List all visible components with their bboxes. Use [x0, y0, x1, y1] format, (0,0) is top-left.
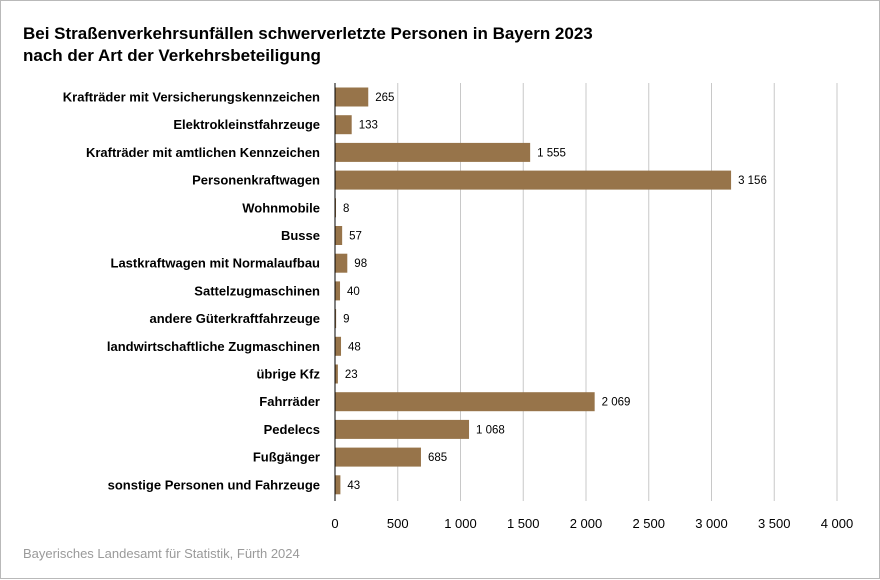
- x-tick-label: 3 500: [758, 516, 791, 531]
- bar: [335, 87, 369, 107]
- category-label: andere Güterkraftfahrzeuge: [150, 311, 321, 326]
- category-label: Elektrokleinstfahrzeuge: [173, 117, 320, 132]
- bar: [335, 281, 341, 301]
- value-label: 48: [348, 341, 361, 353]
- category-label: Personenkraftwagen: [192, 173, 320, 188]
- chart-title-line1: Bei Straßenverkehrsunfällen schwerverlet…: [23, 24, 593, 43]
- value-label: 23: [345, 369, 358, 381]
- value-label: 265: [375, 92, 394, 104]
- value-label: 57: [349, 231, 362, 243]
- bar: [335, 336, 342, 356]
- value-label: 43: [347, 480, 360, 492]
- value-label: 3 156: [738, 175, 767, 187]
- category-label: Fußgänger: [253, 450, 320, 465]
- bar: [335, 170, 732, 190]
- category-label: Lastkraftwagen mit Normalaufbau: [111, 256, 321, 271]
- bar: [335, 447, 421, 467]
- x-tick-label: 0: [331, 516, 338, 531]
- bar: [335, 364, 338, 384]
- x-tick-label: 1 500: [507, 516, 540, 531]
- bar: [335, 392, 595, 412]
- bar: [335, 253, 348, 273]
- x-tick-label: 500: [387, 516, 409, 531]
- category-label: Sattelzugmaschinen: [194, 283, 320, 298]
- value-label: 1 068: [476, 424, 505, 436]
- category-label: landwirtschaftliche Zugmaschinen: [107, 339, 320, 354]
- value-label: 98: [354, 258, 367, 270]
- bar: [335, 475, 341, 495]
- category-label: Krafträder mit amtlichen Kennzeichen: [86, 145, 320, 160]
- category-label: Wohnmobile: [242, 200, 320, 215]
- category-label: Busse: [281, 228, 320, 243]
- category-label: Fahrräder: [259, 394, 320, 409]
- bar: [335, 309, 337, 329]
- x-tick-label: 2 000: [570, 516, 603, 531]
- value-label: 1 555: [537, 147, 566, 159]
- chart-title-line2: nach der Art der Verkehrsbeteiligung: [23, 46, 321, 65]
- bar: [335, 115, 352, 135]
- category-label: übrige Kfz: [256, 367, 320, 382]
- bar: [335, 419, 470, 439]
- x-tick-label: 1 000: [444, 516, 477, 531]
- value-label: 9: [343, 314, 349, 326]
- value-label: 8: [343, 203, 349, 215]
- category-label: Krafträder mit Versicherungskennzeichen: [63, 90, 320, 105]
- category-label: Pedelecs: [264, 422, 320, 437]
- value-label: 133: [359, 120, 378, 132]
- source-note: Bayerisches Landesamt für Statistik, Für…: [23, 546, 300, 561]
- bar: [335, 198, 337, 218]
- bar: [335, 142, 531, 162]
- value-label: 40: [347, 286, 360, 298]
- value-label: 2 069: [602, 397, 631, 409]
- chart-title: Bei Straßenverkehrsunfällen schwerverlet…: [23, 23, 593, 67]
- category-label: sonstige Personen und Fahrzeuge: [108, 477, 320, 492]
- x-tick-label: 4 000: [821, 516, 854, 531]
- value-label: 685: [428, 452, 447, 464]
- x-tick-label: 2 500: [632, 516, 665, 531]
- bar: [335, 226, 343, 245]
- x-tick-label: 3 000: [695, 516, 728, 531]
